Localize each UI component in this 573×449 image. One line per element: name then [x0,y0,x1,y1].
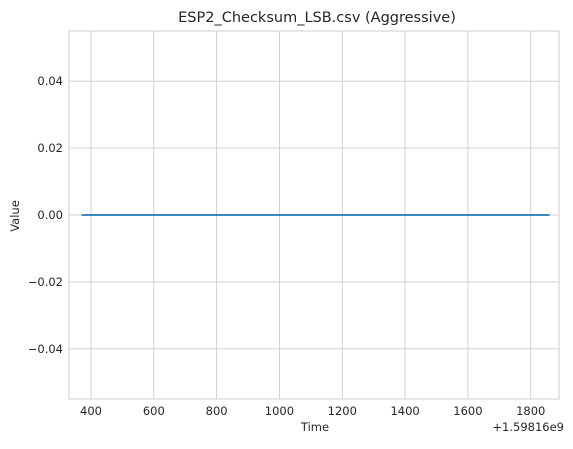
y-tick-label: −0.02 [28,275,63,289]
chart-title: ESP2_Checksum_LSB.csv (Aggressive) [178,10,456,26]
y-tick-label: 0.00 [37,208,63,222]
tick-layer: 400 600 800 1000 1200 1400 1600 1800 −0.04 −0.02 0… [28,74,546,418]
x-tick-label: 1800 [516,404,545,418]
plot-frame [68,30,560,400]
x-offset-label: +1.59816e9 [492,420,564,434]
x-tick-label: 600 [143,404,165,418]
y-axis-label: Value [8,200,22,232]
x-tick-label: 1000 [265,404,294,418]
x-tick-label: 1600 [453,404,482,418]
y-tick-label: −0.04 [28,342,63,356]
x-tick-label: 800 [206,404,228,418]
y-tick-label: 0.04 [37,74,63,88]
x-tick-label: 400 [80,404,102,418]
x-tick-label: 1400 [390,404,419,418]
x-axis-label: Time [300,420,329,434]
x-tick-label: 1200 [328,404,357,418]
y-tick-label: 0.02 [37,141,63,155]
